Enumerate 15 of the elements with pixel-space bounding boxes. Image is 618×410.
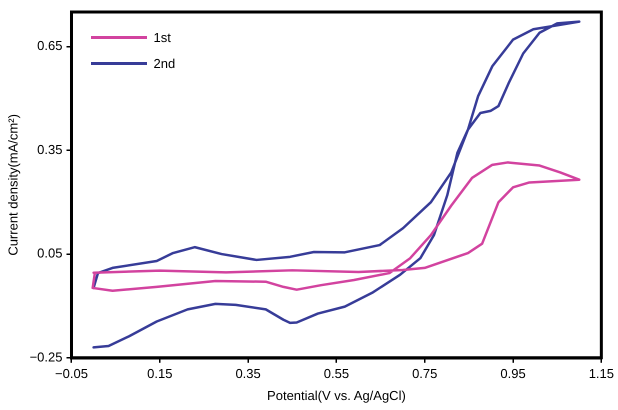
x-tick-label: −0.05 xyxy=(55,366,88,382)
x-tick-label: 0.15 xyxy=(147,366,172,382)
y-axis-title: Current density(mA/cm²) xyxy=(5,114,20,256)
legend-label: 1st xyxy=(153,30,171,44)
x-axis-title: Potential(V vs. Ag/AgCl) xyxy=(267,388,406,403)
x-tick-label: 0.75 xyxy=(412,366,438,382)
legend-label: 2nd xyxy=(153,56,176,70)
y-tick-label: −0.25 xyxy=(30,349,62,364)
x-tick-label: 1.15 xyxy=(588,366,614,382)
y-tick-label: 0.35 xyxy=(37,142,62,157)
y-tick-label: 0.05 xyxy=(37,246,62,261)
y-tick-label: 0.65 xyxy=(37,38,62,54)
x-tick-label: 0.35 xyxy=(235,366,261,382)
x-tick-label: 0.55 xyxy=(324,366,350,382)
x-tick-label: 0.95 xyxy=(500,366,526,382)
